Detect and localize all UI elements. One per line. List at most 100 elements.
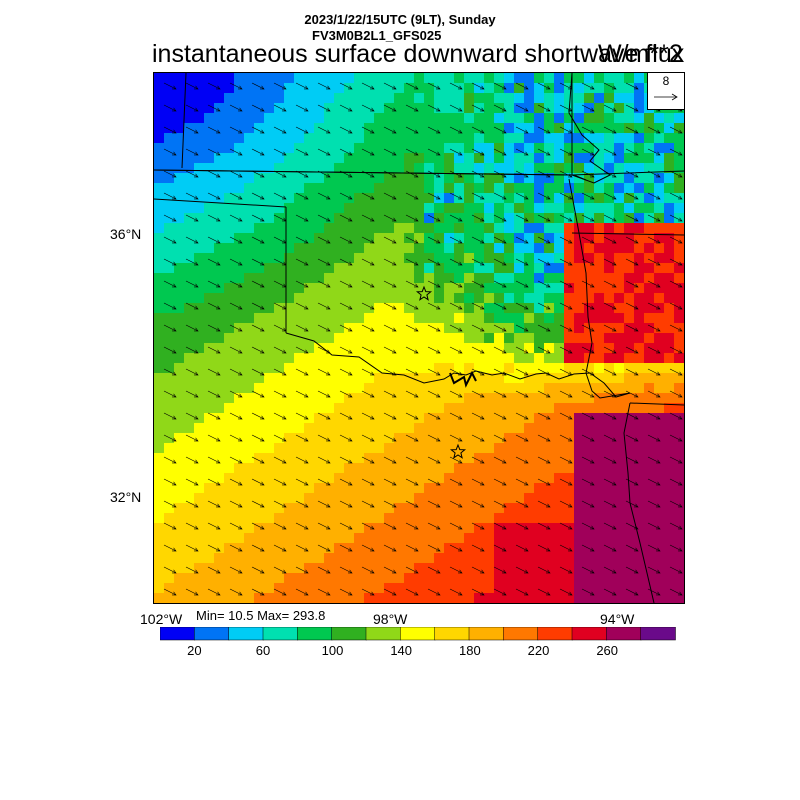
field-cell <box>504 323 515 334</box>
field-cell <box>624 183 635 194</box>
field-cell <box>314 113 325 124</box>
wind-vector <box>537 434 551 442</box>
field-cell <box>274 273 285 284</box>
field-cell <box>264 93 275 104</box>
field-cell <box>384 363 395 374</box>
field-cell <box>614 553 625 564</box>
field-cell <box>454 483 465 494</box>
field-cell <box>154 453 165 464</box>
field-cell <box>154 523 165 534</box>
field-cell <box>234 103 245 114</box>
field-cell <box>454 493 465 504</box>
field-cell <box>224 533 235 544</box>
field-cell <box>284 473 295 484</box>
wind-vector <box>647 302 661 310</box>
field-cell <box>484 153 495 164</box>
field-cell <box>564 283 575 294</box>
wind-vector <box>515 500 529 508</box>
wind-vector <box>559 258 573 266</box>
field-cell <box>564 303 575 314</box>
field-cell <box>324 483 335 494</box>
field-cell <box>614 183 625 194</box>
field-cell <box>294 423 305 434</box>
field-cell <box>384 243 395 254</box>
field-cell <box>304 133 315 144</box>
field-cell <box>404 193 415 204</box>
field-cell <box>294 383 305 394</box>
field-cell <box>454 533 465 544</box>
field-cell <box>604 443 615 454</box>
wind-vector <box>559 214 573 222</box>
map-panel[interactable]: 8 <box>153 72 685 604</box>
field-cell <box>334 303 345 314</box>
field-cell <box>354 363 365 374</box>
field-cell <box>474 583 485 594</box>
field-cell <box>614 323 625 334</box>
field-cell <box>634 273 645 284</box>
field-cell <box>664 303 675 314</box>
field-cell <box>604 473 615 484</box>
field-cell <box>414 513 425 524</box>
wind-vector <box>515 214 529 222</box>
field-cell <box>464 363 475 374</box>
field-cell <box>534 593 545 603</box>
field-cell <box>494 313 505 324</box>
field-cell <box>544 433 555 444</box>
field-cell <box>624 103 635 114</box>
field-cell <box>534 463 545 474</box>
field-cell <box>524 173 535 184</box>
field-cell <box>414 363 425 374</box>
field-cell <box>544 483 555 494</box>
field-cell <box>354 103 365 114</box>
field-cell <box>194 223 205 234</box>
field-cell <box>154 253 165 264</box>
field-cell <box>314 223 325 234</box>
wind-vector <box>295 544 309 552</box>
field-cell <box>674 553 684 564</box>
field-cell <box>594 313 605 324</box>
field-cell <box>484 123 495 134</box>
field-cell <box>324 383 335 394</box>
field-cell <box>254 423 265 434</box>
field-cell <box>294 393 305 404</box>
field-cell <box>354 133 365 144</box>
field-cell <box>234 443 245 454</box>
field-cell <box>214 473 225 484</box>
field-cell <box>564 393 575 404</box>
field-cell <box>524 263 535 274</box>
field-cell <box>334 143 345 154</box>
wind-vector <box>427 588 441 596</box>
field-cell <box>324 183 335 194</box>
field-cell <box>244 303 255 314</box>
field-cell <box>274 493 285 504</box>
field-cell <box>474 233 485 244</box>
wind-vector <box>559 192 573 200</box>
field-cell <box>604 553 615 564</box>
field-cell <box>204 213 215 224</box>
field-cell <box>174 493 185 504</box>
field-cell <box>574 263 585 274</box>
wind-vector <box>383 478 397 486</box>
field-cell <box>384 203 395 214</box>
field-cell <box>364 103 375 114</box>
field-cell <box>154 303 165 314</box>
field-cell <box>434 73 445 84</box>
field-cell <box>214 223 225 234</box>
field-cell <box>674 193 684 204</box>
field-cell <box>364 463 375 474</box>
field-cell <box>654 583 665 594</box>
field-cell <box>554 333 565 344</box>
wind-vector <box>449 324 463 332</box>
field-cell <box>624 343 635 354</box>
field-cell <box>204 453 215 464</box>
wind-vector <box>471 434 485 442</box>
field-cell <box>504 543 515 554</box>
field-cell <box>624 173 635 184</box>
field-cell <box>404 543 415 554</box>
field-cell <box>424 343 435 354</box>
field-cell <box>204 343 215 354</box>
field-cell <box>544 143 555 154</box>
field-cell <box>204 163 215 174</box>
wind-vector <box>427 368 441 376</box>
field-cell <box>334 423 345 434</box>
